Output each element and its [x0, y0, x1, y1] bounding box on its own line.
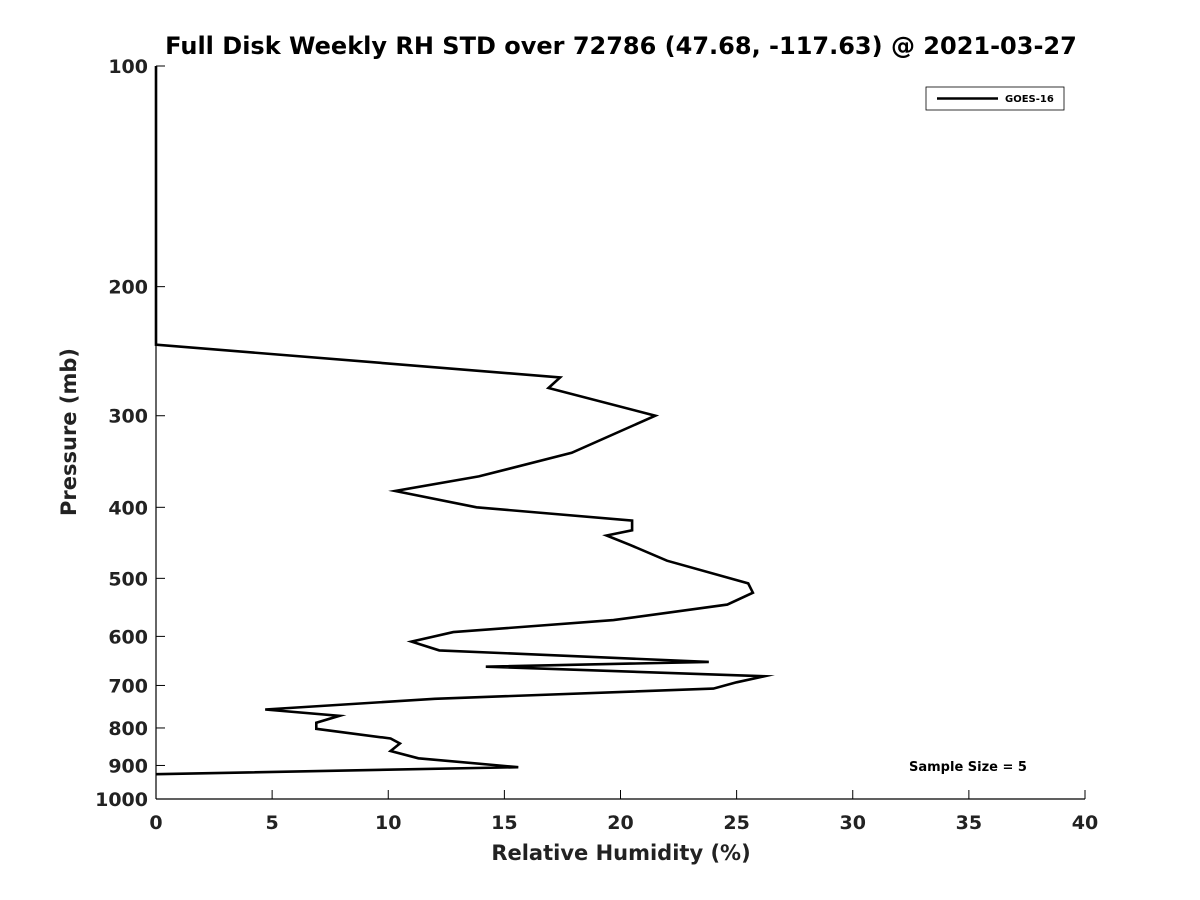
y-tick-label: 100 — [108, 56, 148, 78]
legend: GOES-16 — [925, 86, 1065, 111]
series-group — [154, 66, 775, 776]
series-line-goes-16 — [154, 66, 775, 776]
legend-label-goes-16: GOES-16 — [1005, 94, 1054, 105]
y-tick-label: 1000 — [95, 789, 148, 811]
chart-title: Full Disk Weekly RH STD over 72786 (47.6… — [165, 32, 1077, 60]
x-tick-label: 35 — [956, 812, 982, 834]
y-tick-label: 300 — [108, 406, 148, 428]
x-axis-ticks: 0 5 10 15 20 25 30 35 40 — [149, 790, 1098, 834]
y-axis-ticks: 100 200 300 400 500 600 700 800 900 1000 — [95, 56, 165, 811]
x-tick-label: 40 — [1072, 812, 1098, 834]
y-axis-label: Pressure (mb) — [57, 348, 81, 516]
x-tick-label: 0 — [149, 812, 162, 834]
y-tick-label: 400 — [108, 497, 148, 519]
sample-size-annotation: Sample Size = 5 — [909, 760, 1027, 775]
y-tick-label: 600 — [108, 626, 148, 648]
x-tick-label: 5 — [266, 812, 279, 834]
x-tick-label: 30 — [840, 812, 866, 834]
y-tick-label: 700 — [108, 675, 148, 697]
y-tick-label: 200 — [108, 277, 148, 299]
y-tick-label: 500 — [108, 568, 148, 590]
x-tick-label: 10 — [375, 812, 401, 834]
x-tick-label: 25 — [723, 812, 749, 834]
y-tick-label: 900 — [108, 755, 148, 777]
x-tick-label: 15 — [491, 812, 517, 834]
y-tick-label: 800 — [108, 718, 148, 740]
x-tick-label: 20 — [607, 812, 633, 834]
x-axis-label: Relative Humidity (%) — [491, 841, 750, 865]
